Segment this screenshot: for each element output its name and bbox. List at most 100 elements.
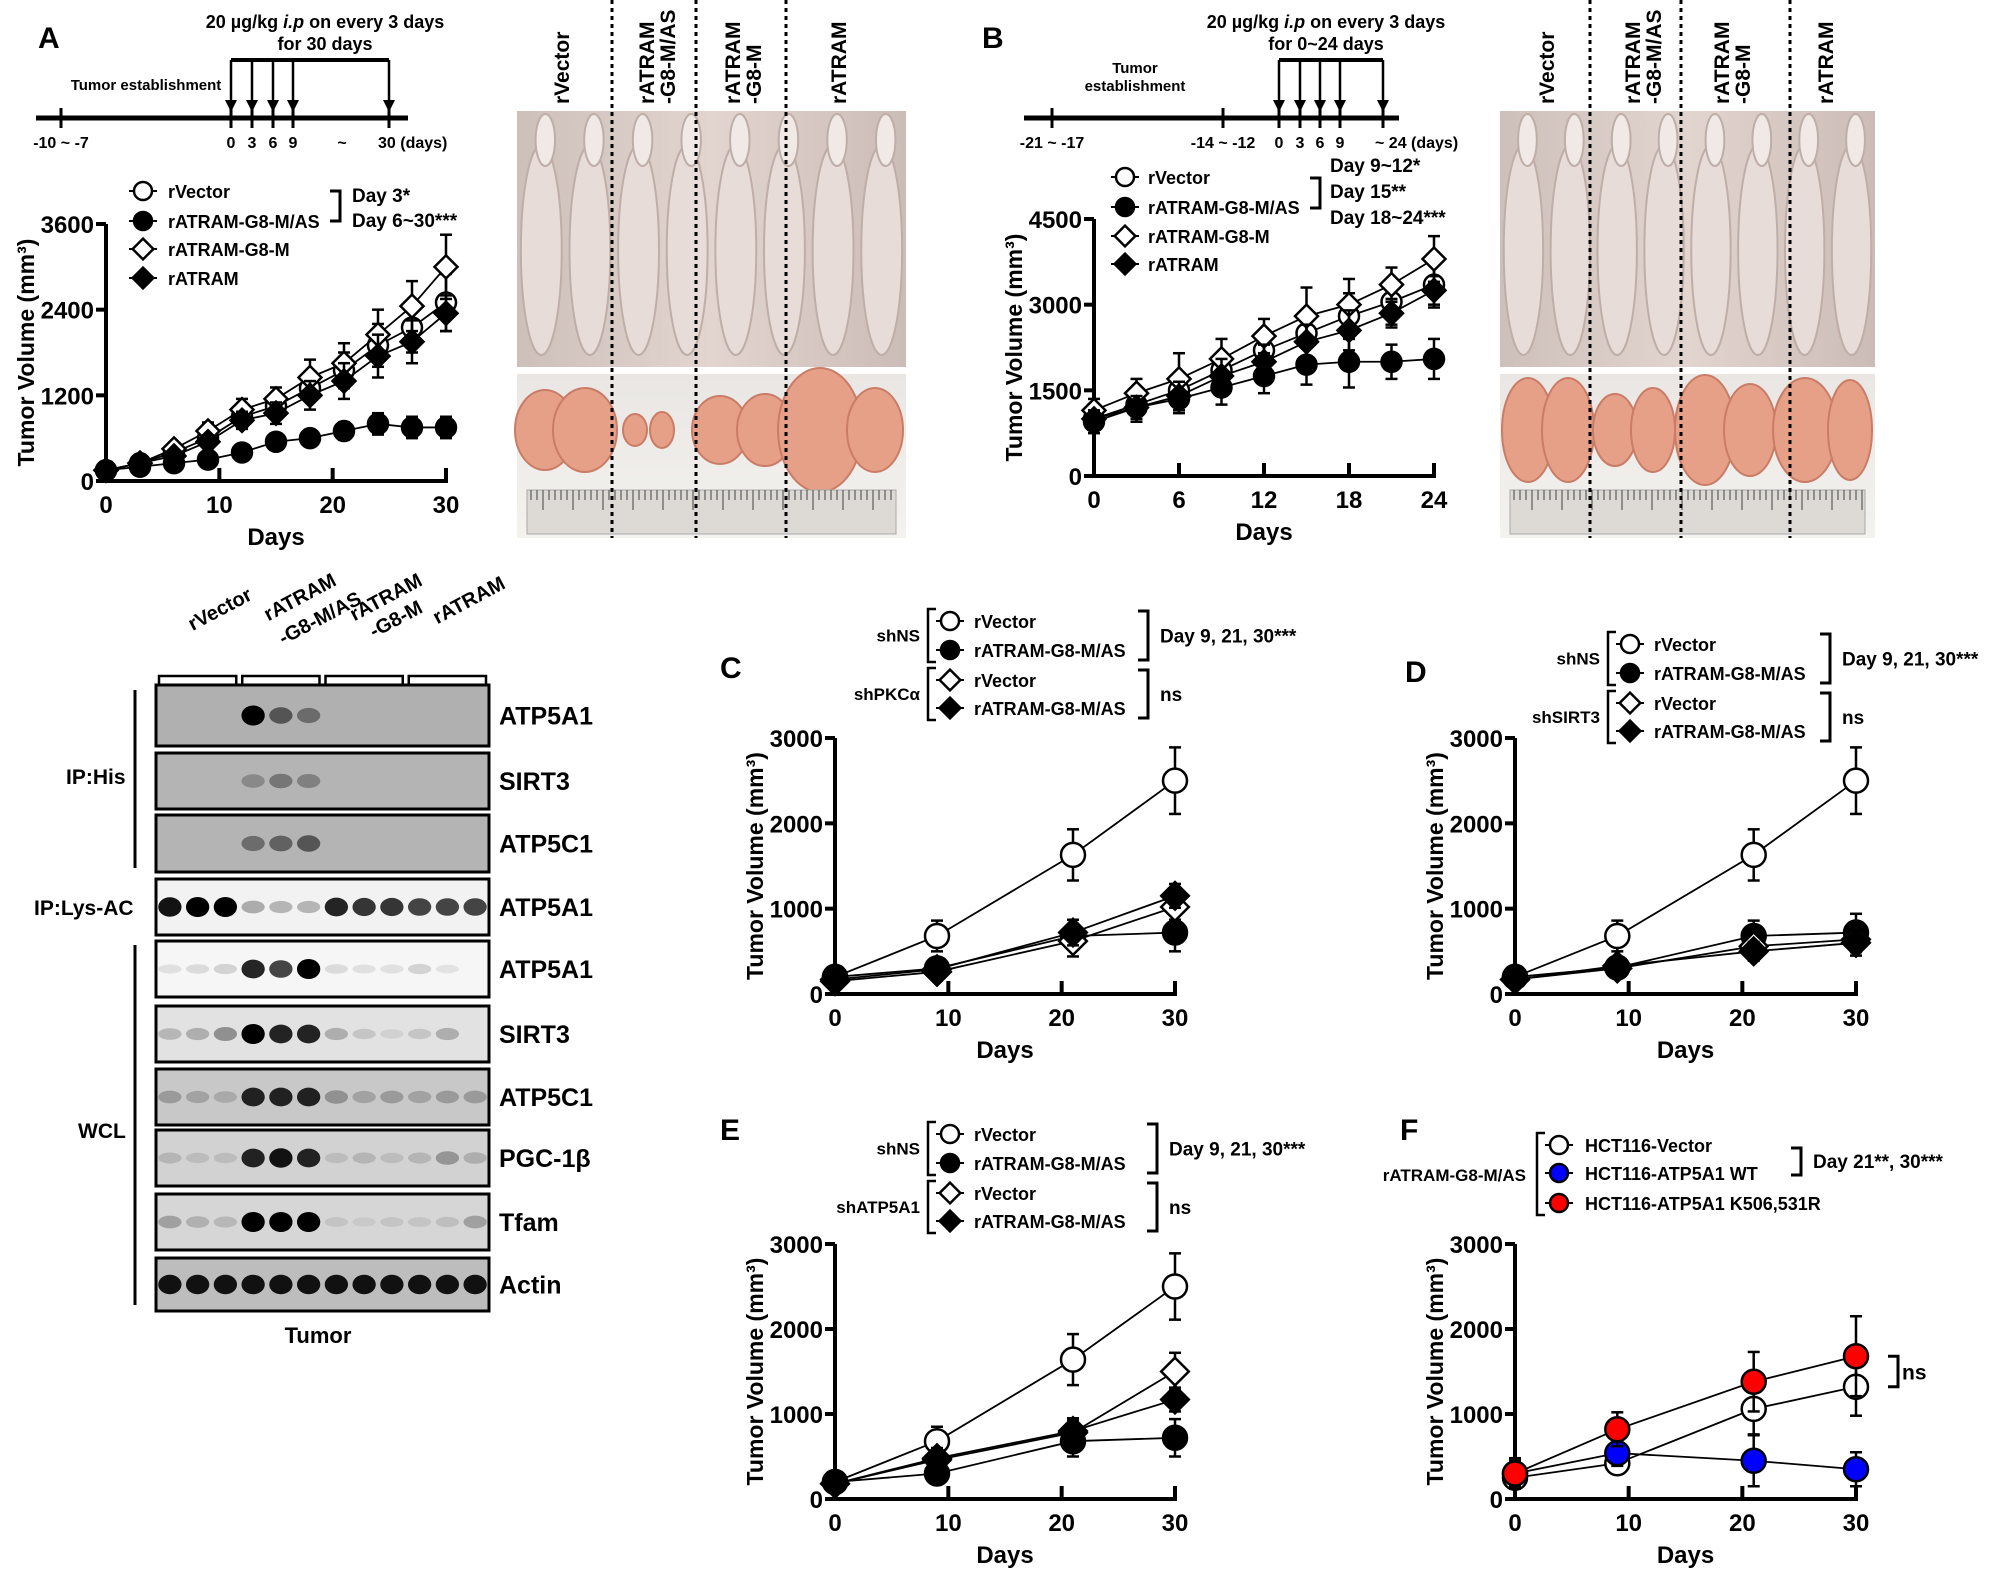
injection-arrow-icon bbox=[225, 100, 237, 112]
mouse-body bbox=[568, 144, 612, 356]
series-2 bbox=[1501, 1315, 1870, 1488]
blot-band bbox=[158, 1274, 182, 1295]
y-tick-label: 2000 bbox=[1450, 811, 1503, 838]
blot-band bbox=[324, 1274, 349, 1295]
marker-circle bbox=[434, 416, 458, 439]
panel-label-e: E bbox=[720, 1114, 740, 1147]
group-bracket bbox=[241, 674, 321, 686]
chart-a: 0 1200 2400 3600 0 10 20 30 Tumor Volume (mm³) Da… bbox=[13, 212, 459, 551]
group-label: shATP5A1 bbox=[836, 1198, 920, 1217]
mouse-body bbox=[1643, 144, 1685, 356]
blot-band bbox=[352, 1152, 376, 1164]
legend-label: rATRAM-G8-M bbox=[168, 240, 290, 260]
photo-column-label: -G8-M/AS bbox=[657, 10, 680, 105]
x-tick-label: 0 bbox=[1508, 1005, 1521, 1032]
y-tick-label: 1000 bbox=[770, 897, 823, 924]
series-0 bbox=[1501, 746, 1870, 991]
marker-diamond bbox=[262, 399, 290, 427]
marker-diamond bbox=[398, 292, 426, 320]
chart-f: 0 1000 2000 3000 0 10 20 30 Tumor Volume (mm³) Da… bbox=[1422, 1232, 1869, 1569]
marker-circle bbox=[1548, 1162, 1570, 1184]
series-3 bbox=[1080, 274, 1448, 433]
y-tick-label: 0 bbox=[81, 469, 94, 496]
blot-band bbox=[380, 1029, 404, 1039]
tumor bbox=[1723, 383, 1777, 477]
blot-band bbox=[241, 959, 265, 979]
blot-column-label: rATRAM bbox=[429, 573, 509, 629]
blot-band bbox=[296, 1274, 321, 1295]
y-tick-label: 3000 bbox=[1029, 293, 1082, 320]
photo-column-label: rATRAM bbox=[828, 22, 851, 104]
marker-diamond bbox=[937, 1180, 963, 1206]
y-tick-label: 0 bbox=[1069, 464, 1082, 491]
blot-row: SIRT3 bbox=[154, 751, 570, 811]
blot-membrane bbox=[154, 1192, 491, 1252]
blot-band bbox=[296, 707, 321, 724]
marker-diamond bbox=[1057, 916, 1089, 949]
blot-band bbox=[241, 1212, 265, 1232]
marker-circle bbox=[1059, 1346, 1087, 1373]
blot-band bbox=[296, 835, 321, 852]
blot-band bbox=[407, 1217, 432, 1227]
timeline-tick-label: 3 bbox=[248, 135, 257, 152]
blot-row-label: PGC-1β bbox=[499, 1145, 591, 1173]
mouse-body bbox=[617, 144, 660, 356]
blot-band bbox=[269, 960, 293, 978]
marker-circle bbox=[939, 639, 961, 661]
blot-band bbox=[463, 1090, 487, 1104]
marker-circle bbox=[1842, 767, 1870, 794]
stat-bracket bbox=[1138, 668, 1150, 720]
series-3 bbox=[819, 1383, 1191, 1500]
blot-row: Tfam bbox=[154, 1192, 559, 1252]
marker-circle bbox=[264, 430, 288, 453]
group-label: shSIRT3 bbox=[1532, 708, 1600, 727]
stat-bracket bbox=[1147, 1122, 1159, 1175]
timeline-tick-label: 3 bbox=[1296, 135, 1305, 152]
marker-diamond bbox=[1123, 394, 1150, 421]
series-line bbox=[1514, 779, 1857, 978]
blot-band bbox=[296, 1087, 321, 1107]
blot-band bbox=[463, 1152, 487, 1164]
marker-diamond bbox=[126, 449, 154, 477]
stat-annotation: Day 21**, 30*** bbox=[1813, 1152, 1944, 1173]
blot-row-label: ATP5C1 bbox=[499, 831, 593, 859]
x-axis-label: Days bbox=[976, 1542, 1033, 1569]
series-2 bbox=[819, 891, 1191, 997]
group-bracket bbox=[407, 674, 488, 686]
duration-text: for 0~24 days bbox=[1268, 34, 1384, 54]
blot-band bbox=[435, 964, 460, 974]
marker-circle bbox=[230, 441, 254, 464]
legend-label: rATRAM-G8-M/AS bbox=[974, 641, 1126, 661]
legend-label: rATRAM-G8-M/AS bbox=[974, 699, 1126, 719]
x-tick-label: 20 bbox=[1729, 1510, 1756, 1537]
legend-label: rVector bbox=[974, 612, 1036, 632]
blot-band bbox=[435, 898, 460, 916]
stat-bracket bbox=[330, 189, 342, 223]
mouse-ear bbox=[631, 113, 654, 167]
x-tick-label: 20 bbox=[1729, 1005, 1756, 1032]
blot-row: ATP5C1 bbox=[154, 1067, 593, 1127]
group-bracket bbox=[926, 1179, 936, 1235]
blot-band bbox=[463, 1215, 487, 1229]
y-tick-label: 3000 bbox=[770, 1232, 823, 1259]
blot-band bbox=[380, 1274, 404, 1295]
frequency-text: on every 3 days bbox=[304, 12, 444, 32]
mouse-body bbox=[1549, 144, 1591, 356]
blot-row: ATP5A1 bbox=[154, 939, 593, 999]
injection-arrow-icon bbox=[1294, 100, 1306, 112]
marker-circle bbox=[1114, 196, 1136, 218]
marker-circle bbox=[1604, 922, 1631, 950]
x-tick-label: 20 bbox=[1048, 1005, 1075, 1032]
y-tick-label: 0 bbox=[810, 1487, 823, 1514]
blot-band bbox=[352, 897, 376, 917]
stat-annotation: ns bbox=[1842, 708, 1864, 729]
group-bracket bbox=[1535, 1131, 1545, 1217]
blot-band bbox=[352, 964, 376, 974]
marker-circle bbox=[1380, 350, 1403, 374]
x-tick-label: 30 bbox=[1843, 1510, 1870, 1537]
marker-diamond bbox=[1112, 223, 1138, 249]
marker-diamond bbox=[1617, 718, 1643, 744]
x-tick-label: 6 bbox=[1172, 487, 1185, 514]
marker-diamond bbox=[330, 367, 358, 395]
